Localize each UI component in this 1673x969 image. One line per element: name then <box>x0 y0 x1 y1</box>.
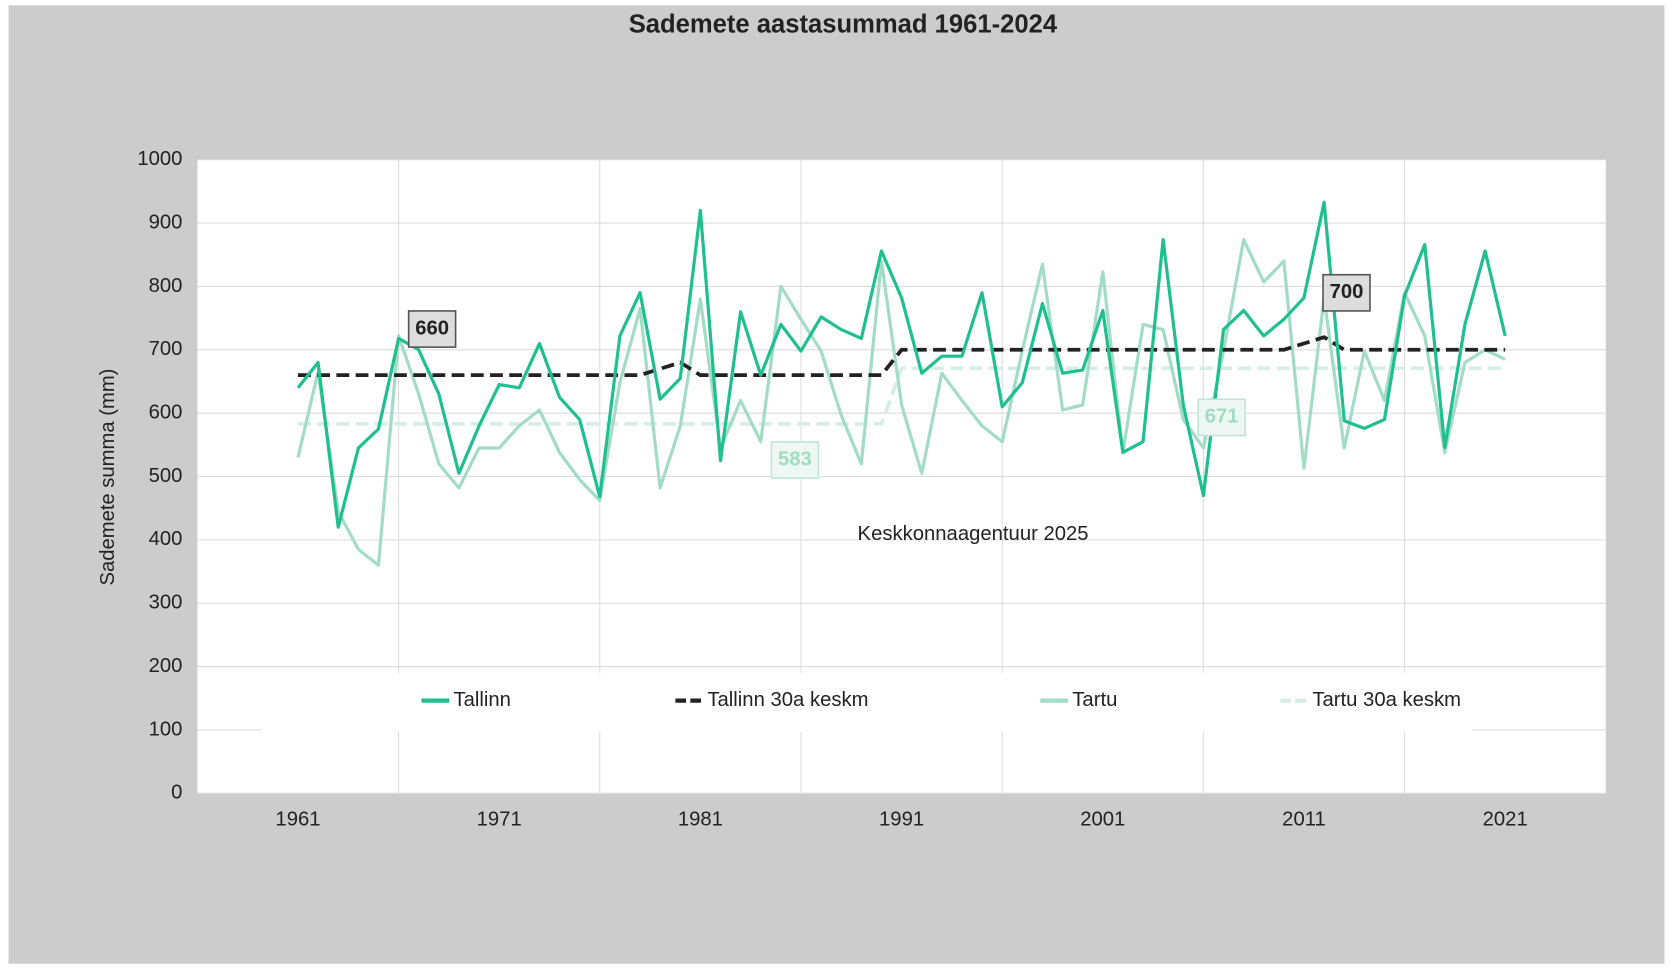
series-line <box>296 237 1506 567</box>
legend-label: Tartu 30a keskm <box>1312 689 1461 711</box>
series-line <box>296 200 1507 529</box>
annotation-box <box>770 441 820 479</box>
series-line <box>298 366 1506 426</box>
annotation-box <box>407 310 457 348</box>
y-tick-label: 0 <box>171 782 182 804</box>
y-tick-label: 500 <box>149 465 183 487</box>
x-tick-label: 1991 <box>879 808 924 830</box>
x-tick-label: 1981 <box>678 808 723 830</box>
x-tick-label: 1971 <box>477 808 522 830</box>
x-tick-label: 2011 <box>1282 808 1326 830</box>
series-line <box>298 335 1506 378</box>
y-tick-label: 1000 <box>137 148 182 170</box>
legend-box <box>261 672 1473 732</box>
annotation-box <box>1322 273 1371 312</box>
annotation-box <box>1197 398 1246 437</box>
y-tick-label: 200 <box>149 655 183 677</box>
y-tick-label: 300 <box>149 592 183 614</box>
x-tick-label: 1961 <box>275 808 320 830</box>
annotation: 583 <box>778 448 812 470</box>
x-tick-label: 2001 <box>1080 808 1125 830</box>
y-tick-label: 100 <box>149 718 183 740</box>
legend-label: Tartu <box>1072 689 1117 711</box>
legend-label: Tallinn <box>453 689 510 711</box>
annotation: 671 <box>1205 406 1239 428</box>
legend-label: Tallinn 30a keskm <box>707 689 868 711</box>
y-tick-label: 700 <box>149 338 183 360</box>
y-tick-label: 800 <box>149 275 183 297</box>
y-tick-label: 400 <box>149 528 183 550</box>
y-tick-label: 600 <box>149 402 183 424</box>
y-axis-label: Sademete summa (mm) <box>97 369 119 586</box>
annotation: 700 <box>1330 281 1364 303</box>
source-note: Keskkonnaagentuur 2025 <box>858 523 1089 545</box>
chart-title: Sademete aastasummad 1961-2024 <box>629 10 1058 38</box>
y-tick-label: 900 <box>149 211 183 233</box>
x-tick-label: 2021 <box>1483 808 1528 830</box>
annotation: 660 <box>415 317 449 339</box>
